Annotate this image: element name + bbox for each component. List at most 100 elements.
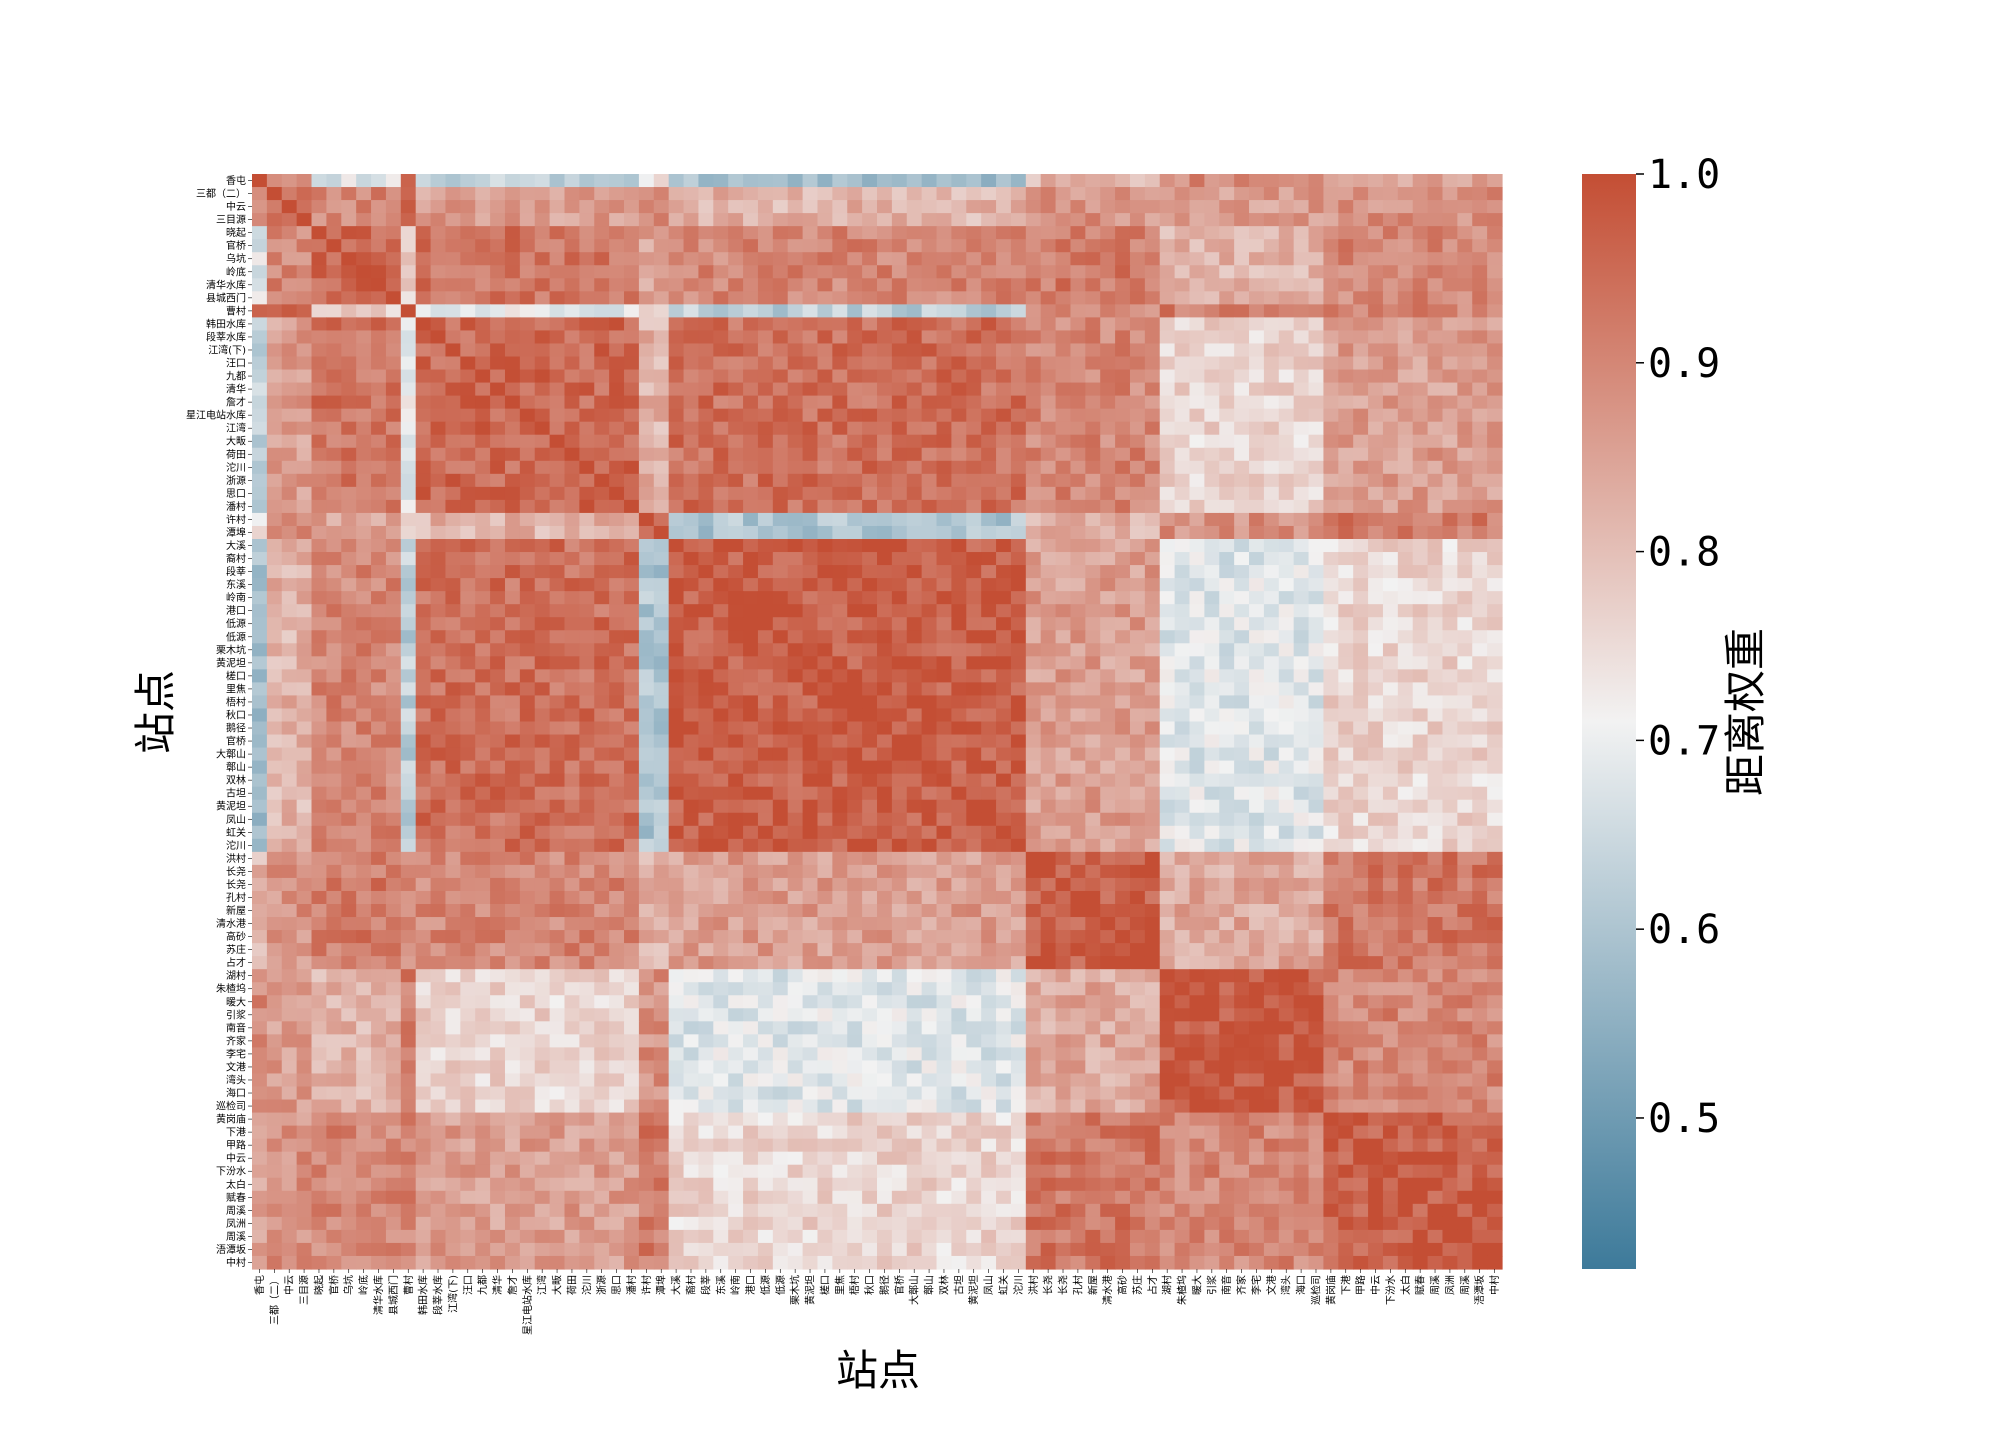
heatmap-cell xyxy=(1487,304,1503,318)
heatmap-cell xyxy=(534,877,551,892)
heatmap-cell xyxy=(1174,578,1191,592)
heatmap-cell xyxy=(1472,317,1488,332)
heatmap-cell xyxy=(1159,734,1176,749)
heatmap-cell xyxy=(252,786,268,801)
heatmap-cell xyxy=(1159,187,1176,201)
heatmap-cell xyxy=(1189,890,1205,905)
heatmap-cell xyxy=(1338,525,1354,540)
heatmap-cell xyxy=(341,786,357,801)
heatmap-cell xyxy=(356,460,372,475)
heatmap-cell xyxy=(609,812,625,827)
heatmap-cell xyxy=(400,825,417,840)
heatmap-cell xyxy=(966,617,982,631)
heatmap-cell xyxy=(564,799,580,814)
heatmap-cell xyxy=(1457,447,1473,462)
heatmap-cell xyxy=(356,226,372,240)
heatmap-cell xyxy=(981,382,997,397)
heatmap-cell xyxy=(460,838,476,853)
heatmap-cell xyxy=(653,395,670,410)
heatmap-cell xyxy=(1487,864,1503,879)
heatmap-cell xyxy=(1040,904,1057,918)
heatmap-cell xyxy=(534,565,551,579)
heatmap-cell xyxy=(1219,539,1235,553)
heatmap-cell xyxy=(266,812,283,827)
heatmap-cell xyxy=(951,851,967,866)
heatmap-cell xyxy=(252,512,268,527)
heatmap-cell xyxy=(638,226,655,240)
heatmap-cell xyxy=(951,630,967,644)
heatmap-cell xyxy=(1338,434,1354,449)
heatmap-cell xyxy=(326,343,342,358)
heatmap-cell xyxy=(296,864,313,879)
heatmap-cell xyxy=(341,747,357,762)
heatmap-cell xyxy=(906,734,923,749)
heatmap-cell xyxy=(445,382,461,397)
heatmap-cell xyxy=(1457,773,1473,788)
heatmap-cell xyxy=(1293,578,1310,592)
heatmap-cell xyxy=(1442,330,1458,345)
heatmap-cell xyxy=(341,473,357,488)
heatmap-cell xyxy=(668,408,685,423)
heatmap-cell xyxy=(668,187,685,201)
heatmap-cell xyxy=(921,187,938,201)
heatmap-cell xyxy=(787,317,804,332)
heatmap-cell xyxy=(1368,825,1384,840)
heatmap-cell xyxy=(847,825,863,840)
heatmap-cell xyxy=(1293,904,1310,918)
heatmap-cell xyxy=(475,812,491,827)
heatmap-cell xyxy=(356,499,372,514)
heatmap-cell xyxy=(564,877,580,892)
heatmap-cell xyxy=(504,265,521,279)
heatmap-cell xyxy=(311,565,327,579)
heatmap-cell xyxy=(430,877,447,892)
heatmap-cell xyxy=(266,317,283,332)
heatmap-cell xyxy=(1070,512,1086,527)
heatmap-cell xyxy=(743,904,759,918)
heatmap-cell xyxy=(1025,786,1042,801)
heatmap-cell xyxy=(1487,643,1503,657)
heatmap-cell xyxy=(668,799,685,814)
heatmap-cell xyxy=(1100,304,1116,318)
heatmap-cell xyxy=(1100,265,1116,279)
heatmap-cell xyxy=(981,499,997,514)
heatmap-cell xyxy=(356,565,372,579)
heatmap-cell xyxy=(981,877,997,892)
heatmap-cell xyxy=(519,213,536,227)
heatmap-cell xyxy=(1055,499,1072,514)
heatmap-cell xyxy=(609,604,625,618)
heatmap-cell xyxy=(1278,890,1295,905)
heatmap-cell xyxy=(1442,356,1458,371)
heatmap-cell xyxy=(787,525,804,540)
heatmap-cell xyxy=(1293,825,1310,840)
heatmap-cell xyxy=(371,278,387,292)
heatmap-cell xyxy=(266,825,283,840)
heatmap-cell xyxy=(638,213,655,227)
heatmap-cell xyxy=(1249,421,1265,436)
heatmap-cell xyxy=(624,943,640,957)
heatmap-cell xyxy=(415,187,432,201)
heatmap-cell xyxy=(1234,656,1250,670)
heatmap-cell xyxy=(490,930,506,944)
heatmap-cell xyxy=(981,317,997,332)
heatmap-cell xyxy=(504,565,521,579)
heatmap-cell xyxy=(341,343,357,358)
heatmap-cell xyxy=(519,721,536,736)
heatmap-cell xyxy=(400,252,417,266)
heatmap-cell xyxy=(921,695,938,710)
heatmap-cell xyxy=(772,460,789,475)
heatmap-cell xyxy=(1427,226,1444,240)
heatmap-cell xyxy=(385,708,402,723)
heatmap-cell xyxy=(1040,434,1057,449)
heatmap-cell xyxy=(1487,187,1503,201)
heatmap-cell xyxy=(1457,382,1473,397)
heatmap-cell xyxy=(728,278,744,292)
heatmap-cell xyxy=(951,499,967,514)
heatmap-cell xyxy=(638,630,655,644)
heatmap-cell xyxy=(1129,330,1146,345)
heatmap-cell xyxy=(1412,930,1429,944)
heatmap-cell xyxy=(341,930,357,944)
heatmap-cell xyxy=(728,695,744,710)
heatmap-cell xyxy=(936,408,952,423)
heatmap-cell xyxy=(981,773,997,788)
heatmap-cell xyxy=(1353,499,1369,514)
